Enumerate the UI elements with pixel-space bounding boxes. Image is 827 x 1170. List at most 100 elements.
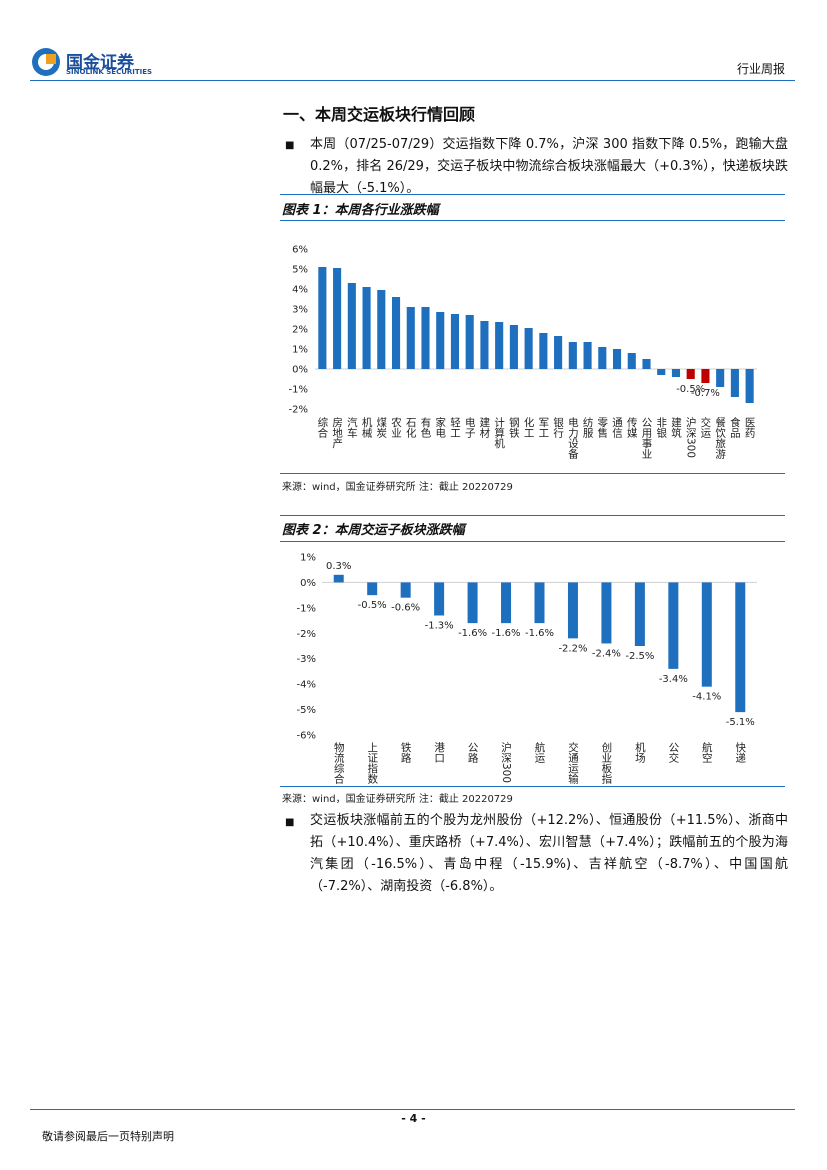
bar [668,582,679,669]
y-tick-label: 1% [300,553,316,564]
logo-mark [32,48,60,76]
y-tick-label: -6% [297,731,316,742]
data-label: -0.5% [676,384,705,395]
y-tick-label: 5% [292,265,308,276]
x-tick-label: 餐饮旅游 [714,416,726,460]
x-tick-label: 机械 [361,416,373,439]
y-tick-label: 4% [292,285,308,296]
bar [601,582,612,644]
bar [539,333,548,369]
x-tick-label: 机场 [634,741,646,764]
x-tick-label: 房地产 [331,416,343,449]
chart: 6% 5% 4% 3% 2% 1% 0% -1% -2% 综合 房地产 汽车 机械 煤炭 农业 石化 有色 家电轻… [289,245,757,460]
bar [612,349,622,369]
y-tick-label: -3% [297,654,316,665]
x-tick-label: 通信 [611,417,623,439]
data-label: -5.1% [726,717,755,728]
source: 来源：wind，国金证券研究所 注：截止 20220729 [282,794,513,805]
x-tick-label: 煤炭 [375,416,387,439]
x-tick-label: 电力设备 [567,416,579,460]
x-tick-label: 非银 [655,417,667,439]
bar [730,369,739,397]
bar [598,347,607,369]
footer-rule [30,1109,795,1110]
chart-title: 图表 2：本周交运子板块涨跌幅 [282,523,465,538]
x-tick-label: 纺服 [582,416,594,439]
source: 来源：wind，国金证券研究所 注：截止 20220729 [282,482,513,493]
bar [701,582,712,687]
rule [280,515,785,516]
x-tick-label: 沪深300 [500,741,512,783]
x-tick-label: 家电 [434,416,446,438]
x-tick-label: 建材 [478,416,490,438]
data-label: -2.2% [558,643,587,654]
bar [406,307,415,369]
bar [367,582,378,596]
rule [280,786,785,787]
data-label: -3.4% [659,674,688,685]
y-tick-label: 0% [292,365,308,376]
bar [501,582,512,624]
bar [318,267,327,369]
bar [671,369,681,377]
x-tick-label: 公用事业 [641,417,653,459]
bullet: ■ [285,817,295,828]
y-tick-label: -4% [297,680,316,691]
x-tick-label: 传媒 [626,417,638,439]
x-tick-label: 汽车 [346,416,358,439]
bar [554,336,563,369]
bar [333,574,344,583]
x-tick-label: 综合 [316,416,328,439]
y-tick-label: -1% [297,603,316,614]
rule [280,220,785,221]
y-tick-label: 0% [300,578,316,589]
y-tick-label: 3% [292,305,308,316]
section-title: 一、本周交运板块行情回顾 [283,105,476,124]
bullet: ■ [285,140,295,151]
bar [400,582,411,598]
bar [568,342,577,369]
x-tick-label: 轻工 [449,416,461,438]
x-tick-label: 建筑 [670,416,682,438]
bar [583,342,592,369]
header-rule [30,80,795,81]
bar [436,312,445,369]
data-label: -1.6% [492,628,521,639]
data-label: -0.5% [358,600,387,611]
bar [480,321,489,369]
bar [735,582,746,713]
bar [450,314,460,369]
bar [567,582,578,639]
data-label: -4.1% [692,692,721,703]
bar [642,359,651,369]
chart: 1% 0% -1% -2% -3% -4% -5% -6% 物流综合 0.3% 上证指数 -0.5% 铁… [297,553,757,785]
x-tick-label: 农业 [390,416,402,438]
data-label: -0.7% [691,388,720,399]
x-tick-label: 交运 [699,416,711,439]
report-type: 行业周报 [736,62,785,76]
x-tick-label: 银行 [552,416,564,439]
bar [686,369,695,379]
y-tick-label: 1% [292,345,308,356]
data-label: -1.6% [458,628,487,639]
bar [701,369,710,383]
x-tick-label: 公交 [667,742,679,764]
bar [627,353,636,369]
x-tick-label: 食品 [729,416,741,439]
rule [280,194,785,195]
bar [534,582,545,624]
x-tick-label: 军工 [537,417,549,438]
x-tick-label: 石化 [405,417,417,439]
bar [745,369,754,403]
x-tick-label: 公路 [467,742,479,764]
bar [467,582,478,624]
page-number: - 4 - [401,1112,426,1125]
bar [509,325,518,369]
bar [634,582,645,646]
bar [495,322,504,369]
brand-en: SINOLINK SECURITIES [66,68,153,76]
x-tick-label: 创业板指 [600,741,612,785]
x-tick-label: 钢铁 [508,416,520,439]
x-tick-label: 航空 [701,741,713,763]
